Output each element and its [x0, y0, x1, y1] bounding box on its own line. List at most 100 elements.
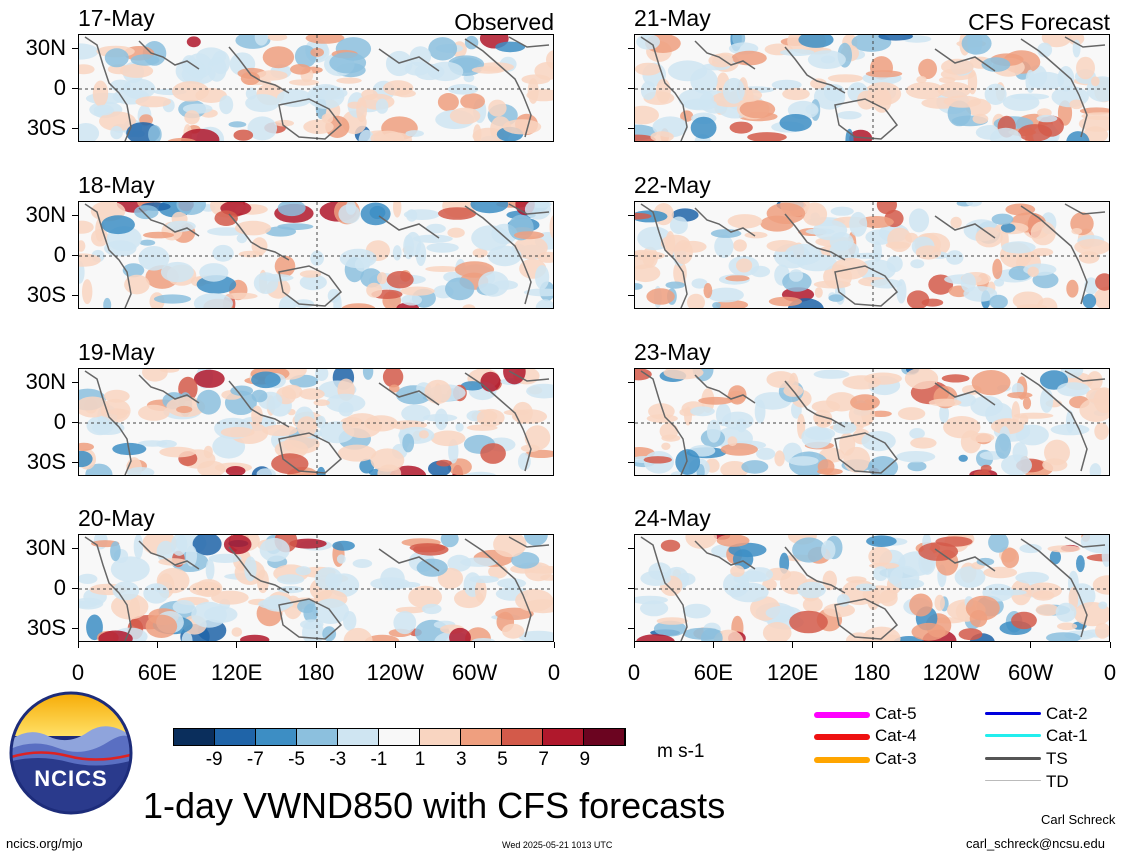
panel-date-21-may: 21-May [634, 5, 711, 31]
y-tick-label: 30N [25, 535, 66, 560]
colorbar-swatch [379, 729, 420, 745]
storm-legend-label: Cat-1 [1046, 726, 1088, 745]
panel-date-24-may: 24-May [634, 505, 711, 531]
map-panel-19-may [78, 368, 554, 476]
y-tick-label: 0 [53, 242, 66, 267]
map-panel-23-may [634, 368, 1110, 476]
x-tick-label: 60W [452, 660, 498, 685]
y-tick [72, 254, 78, 256]
x-tick [315, 642, 317, 648]
x-tick-label: 120E [210, 660, 263, 685]
colorbar-label: 3 [455, 749, 467, 770]
map-panel-21-may [634, 34, 1110, 142]
x-tick [871, 642, 873, 648]
footer-author: Carl Schreck [1041, 812, 1116, 827]
y-tick-label: 30S [26, 282, 66, 307]
colorbar-label: -3 [329, 749, 347, 770]
colorbar-swatch [584, 729, 625, 745]
y-tick [72, 381, 78, 383]
wind-field [635, 35, 1109, 141]
map-panel-18-may [78, 201, 554, 309]
y-tick [628, 87, 634, 89]
panel-date-18-may: 18-May [78, 172, 155, 198]
colorbar [173, 728, 626, 746]
x-tick-label: 60W [1008, 660, 1054, 685]
panel-date-20-may: 20-May [78, 505, 155, 531]
y-tick [628, 421, 634, 423]
colorbar-swatch [502, 729, 543, 745]
wind-field [635, 535, 1109, 641]
colorbar-swatch [461, 729, 502, 745]
x-tick-label: 120E [766, 660, 819, 685]
chart-title: 1-day VWND850 with CFS forecasts [143, 785, 726, 826]
y-tick [72, 214, 78, 216]
colorbar-label: 1 [414, 749, 426, 770]
y-tick [72, 127, 78, 129]
colorbar-swatch [420, 729, 461, 745]
x-tick [394, 642, 396, 648]
x-tick-label: 180 [297, 660, 335, 685]
logo-text: NCICS [34, 766, 108, 791]
y-tick [628, 587, 634, 589]
colorbar-swatch [338, 729, 379, 745]
x-tick [712, 642, 714, 648]
y-tick [628, 461, 634, 463]
footer-timestamp: Wed 2025-05-21 1013 UTC [502, 840, 613, 850]
panel-date-23-may: 23-May [634, 339, 711, 365]
colorbar-label: -9 [205, 749, 223, 770]
y-tick [72, 47, 78, 49]
storm-legend-line-cat-1 [985, 734, 1041, 737]
ncics-logo-icon [9, 691, 133, 815]
colorbar-label: 5 [497, 749, 508, 770]
x-tick-label: 0 [71, 660, 85, 685]
colorbar-swatch [256, 729, 297, 745]
panel-date-17-may: 17-May [78, 5, 155, 31]
colorbar-label: -1 [370, 749, 388, 770]
y-tick [72, 421, 78, 423]
wind-field [635, 202, 1109, 308]
colorbar-swatch [174, 729, 215, 745]
storm-legend-label: TD [1046, 772, 1069, 791]
x-tick [77, 642, 79, 648]
storm-legend-label: Cat-2 [1046, 704, 1088, 723]
storm-legend-label: Cat-5 [875, 704, 917, 723]
y-tick [628, 214, 634, 216]
x-tick-label: 0 [547, 660, 561, 685]
y-tick-label: 30N [25, 202, 66, 227]
y-tick-label: 30N [25, 35, 66, 60]
x-tick-label: 180 [853, 660, 891, 685]
colorbar-label: 9 [579, 749, 591, 770]
x-tick [950, 642, 952, 648]
y-tick [628, 547, 634, 549]
ncics-logo: NCICS [8, 690, 134, 816]
y-tick-label: 30S [26, 115, 66, 140]
wind-field [79, 369, 553, 475]
y-tick [72, 294, 78, 296]
y-tick [72, 461, 78, 463]
y-tick [72, 87, 78, 89]
wind-field [79, 535, 553, 641]
cfs-forecast-header: CFS Forecast [968, 9, 1110, 35]
x-tick [474, 642, 476, 648]
y-tick [72, 547, 78, 549]
x-tick-label: 60E [693, 660, 733, 685]
y-tick [72, 587, 78, 589]
storm-legend-label: Cat-4 [875, 726, 917, 745]
x-tick [553, 642, 555, 648]
storm-legend-line-cat-3 [814, 757, 870, 763]
colorbar-label: -5 [288, 749, 305, 770]
wind-field [79, 35, 553, 141]
wind-field [79, 202, 553, 308]
storm-legend-line-td [985, 780, 1041, 781]
y-tick [628, 381, 634, 383]
storm-legend-line-cat-2 [985, 712, 1041, 715]
colorbar-swatch [543, 729, 584, 745]
y-tick [628, 294, 634, 296]
colorbar-label: 7 [538, 749, 549, 770]
storm-legend-line-ts [985, 757, 1041, 760]
colorbar-label: -7 [246, 749, 264, 770]
storm-legend-line-cat-4 [814, 734, 870, 740]
storm-legend-label: TS [1046, 749, 1068, 768]
footer-email: carl_schreck@ncsu.edu [966, 836, 1105, 851]
y-tick [72, 627, 78, 629]
